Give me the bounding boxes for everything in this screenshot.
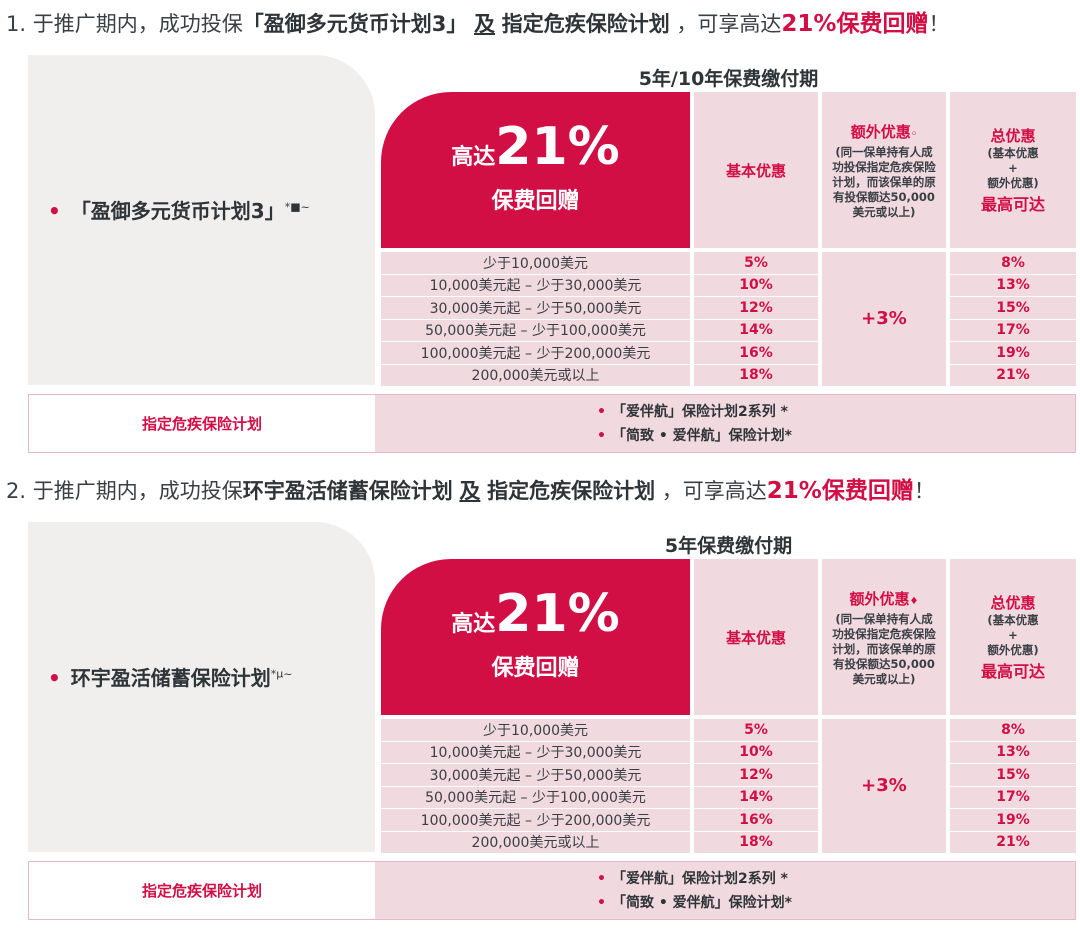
ci-plan-item: • 「爱伴航」保险计划2系列 * xyxy=(597,403,788,420)
total-rebate: 15% xyxy=(950,297,1076,320)
amount-range: 30,000美元起 – 少于50,000美元 xyxy=(381,764,690,787)
amount-range: 50,000美元起 – 少于100,000美元 xyxy=(381,319,690,342)
table-row: 10,000美元起 – 少于30,000美元 10% 13% xyxy=(381,274,1076,297)
ci-plan-item: • 「简致 • 爱伴航」保险计划* xyxy=(597,894,792,911)
plan-name: • 环宇盈活储蓄保险计划*µ~ xyxy=(48,666,293,690)
basic-rebate: 5% xyxy=(694,252,818,275)
amount-range: 200,000美元或以上 xyxy=(381,364,690,387)
table-row: 100,000美元起 – 少于200,000美元 16% 19% xyxy=(381,809,1076,832)
extra-rebate: +3% xyxy=(822,252,946,385)
basic-rebate: 14% xyxy=(694,786,818,809)
rebate-badge: 高达21% 保费回赠 xyxy=(381,92,690,248)
basic-rebate: 16% xyxy=(694,342,818,365)
table-row: 30,000美元起 – 少于50,000美元 12% 15% xyxy=(381,297,1076,320)
total-rebate: 17% xyxy=(950,786,1076,809)
table-row: 30,000美元起 – 少于50,000美元 12% 15% xyxy=(381,764,1076,787)
total-rebate: 8% xyxy=(950,252,1076,275)
table-row: 200,000美元或以上 18% 21% xyxy=(381,364,1076,387)
header-basic: 基本优惠 xyxy=(694,559,818,715)
ci-plan-item: • 「简致 • 爱伴航」保险计划* xyxy=(597,427,792,444)
header-total: 总优惠 (基本优惠 + 额外优惠) 最高可达 xyxy=(950,559,1076,715)
amount-range: 100,000美元起 – 少于200,000美元 xyxy=(381,809,690,832)
header-basic: 基本优惠 xyxy=(694,92,818,248)
basic-rebate: 10% xyxy=(694,741,818,764)
ci-plan-item: • 「爱伴航」保险计划2系列 * xyxy=(597,870,788,887)
total-rebate: 15% xyxy=(950,764,1076,787)
rebate-table: 少于10,000美元 5% 8% 10,000美元起 – 少于30,000美元 … xyxy=(381,719,1076,854)
basic-rebate: 16% xyxy=(694,809,818,832)
total-rebate: 13% xyxy=(950,274,1076,297)
basic-rebate: 12% xyxy=(694,297,818,320)
amount-range: 少于10,000美元 xyxy=(381,252,690,275)
basic-rebate: 18% xyxy=(694,364,818,387)
basic-rebate: 5% xyxy=(694,719,818,742)
section-title: 2. 于推广期内，成功投保环宇盈活储蓄保险计划 及 指定危疾保险计划 ，可享高达… xyxy=(6,478,935,504)
table-row: 10,000美元起 – 少于30,000美元 10% 13% xyxy=(381,741,1076,764)
table-row: 50,000美元起 – 少于100,000美元 14% 17% xyxy=(381,319,1076,342)
table-row: 少于10,000美元 5% 8% xyxy=(381,719,1076,742)
table-row: 100,000美元起 – 少于200,000美元 16% 19% xyxy=(381,342,1076,365)
header-extra: 额外优惠♦ (同一保单持有人成功投保指定危疾保险计划，而该保单的原有投保额达50,… xyxy=(822,559,946,715)
amount-range: 少于10,000美元 xyxy=(381,719,690,742)
plan-panel xyxy=(28,55,375,385)
promo-section: 2. 于推广期内，成功投保环宇盈活储蓄保险计划 及 指定危疾保险计划 ，可享高达… xyxy=(0,467,1080,934)
promo-section: 1. 于推广期内，成功投保「盈御多元货币计划3」 及 指定危疾保险计划 ，可享高… xyxy=(6,11,1076,453)
amount-range: 200,000美元或以上 xyxy=(381,831,690,854)
bullet-icon: • xyxy=(48,199,61,223)
section-title: 1. 于推广期内，成功投保「盈御多元货币计划3」 及 指定危疾保险计划 ，可享高… xyxy=(6,11,950,37)
basic-rebate: 14% xyxy=(694,319,818,342)
total-rebate: 21% xyxy=(950,831,1076,854)
table-row: 50,000美元起 – 少于100,000美元 14% 17% xyxy=(381,786,1076,809)
total-rebate: 21% xyxy=(950,364,1076,387)
bullet-icon: • xyxy=(48,666,61,690)
amount-range: 10,000美元起 – 少于30,000美元 xyxy=(381,741,690,764)
total-rebate: 19% xyxy=(950,342,1076,365)
payment-period: 5年/10年保费缴付期 xyxy=(638,68,819,90)
header-extra: 额外优惠◦ (同一保单持有人成功投保指定危疾保险计划，而该保单的原有投保额达50,… xyxy=(822,92,946,248)
rebate-badge: 高达21% 保费回赠 xyxy=(381,559,690,715)
table-row: 200,000美元或以上 18% 21% xyxy=(381,831,1076,854)
amount-range: 50,000美元起 – 少于100,000美元 xyxy=(381,786,690,809)
critical-illness-plans: 指定危疾保险计划 • 「爱伴航」保险计划2系列 * • 「简致 • 爱伴航」保险计划… xyxy=(28,394,1076,453)
basic-rebate: 10% xyxy=(694,274,818,297)
total-rebate: 13% xyxy=(950,741,1076,764)
plan-name: • 「盈御多元货币计划3」*■~ xyxy=(48,199,310,223)
rebate-table: 少于10,000美元 5% 8% 10,000美元起 – 少于30,000美元 … xyxy=(381,252,1076,387)
amount-range: 100,000美元起 – 少于200,000美元 xyxy=(381,342,690,365)
table-row: 少于10,000美元 5% 8% xyxy=(381,252,1076,275)
amount-range: 30,000美元起 – 少于50,000美元 xyxy=(381,297,690,320)
critical-illness-plans: 指定危疾保险计划 • 「爱伴航」保险计划2系列 * • 「简致 • 爱伴航」保险计划… xyxy=(28,861,1076,920)
total-rebate: 8% xyxy=(950,719,1076,742)
basic-rebate: 12% xyxy=(694,764,818,787)
amount-range: 10,000美元起 – 少于30,000美元 xyxy=(381,274,690,297)
basic-rebate: 18% xyxy=(694,831,818,854)
header-total: 总优惠 (基本优惠 + 额外优惠) 最高可达 xyxy=(950,92,1076,248)
extra-rebate: +3% xyxy=(822,719,946,852)
total-rebate: 17% xyxy=(950,319,1076,342)
payment-period: 5年保费缴付期 xyxy=(664,535,793,557)
plan-panel xyxy=(28,522,375,852)
total-rebate: 19% xyxy=(950,809,1076,832)
